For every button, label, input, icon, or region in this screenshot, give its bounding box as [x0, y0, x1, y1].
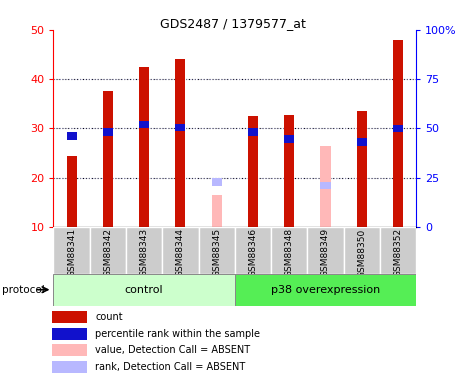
Bar — [52, 311, 87, 323]
Text: rank, Detection Call = ABSENT: rank, Detection Call = ABSENT — [95, 362, 245, 372]
Bar — [284, 115, 294, 227]
Bar — [126, 227, 162, 274]
Bar — [199, 227, 235, 274]
Bar — [307, 227, 344, 274]
Text: GDS2487 / 1379577_at: GDS2487 / 1379577_at — [159, 17, 306, 30]
Text: GSM88352: GSM88352 — [393, 228, 403, 278]
Text: percentile rank within the sample: percentile rank within the sample — [95, 328, 260, 339]
Bar — [393, 40, 403, 227]
Bar — [66, 132, 77, 140]
Text: GSM88345: GSM88345 — [212, 228, 221, 278]
Bar — [53, 227, 90, 274]
Bar — [357, 138, 367, 146]
Text: GSM88350: GSM88350 — [357, 228, 366, 278]
Text: GSM88348: GSM88348 — [285, 228, 294, 278]
Text: GSM88346: GSM88346 — [248, 228, 258, 278]
Bar — [53, 274, 235, 306]
Bar — [248, 128, 258, 136]
Bar — [393, 124, 403, 132]
Bar — [235, 274, 416, 306]
Bar — [344, 227, 380, 274]
Text: GSM88349: GSM88349 — [321, 228, 330, 278]
Bar — [52, 344, 87, 356]
Bar — [162, 227, 199, 274]
Text: control: control — [125, 285, 164, 295]
Text: GSM88341: GSM88341 — [67, 228, 76, 278]
Bar — [139, 67, 149, 227]
Bar — [139, 121, 149, 128]
Bar — [175, 123, 186, 131]
Bar — [380, 227, 416, 274]
Bar — [271, 227, 307, 274]
Text: GSM88344: GSM88344 — [176, 228, 185, 277]
Bar — [248, 116, 258, 227]
Bar — [52, 328, 87, 340]
Text: p38 overexpression: p38 overexpression — [271, 285, 380, 295]
Bar — [212, 195, 222, 227]
Bar — [103, 90, 113, 227]
Bar — [52, 361, 87, 373]
Bar — [320, 182, 331, 189]
Bar — [357, 111, 367, 227]
Bar — [175, 58, 186, 227]
Bar — [284, 135, 294, 143]
Bar — [212, 178, 222, 186]
Bar — [66, 156, 77, 227]
Bar — [235, 227, 271, 274]
Bar — [320, 146, 331, 227]
Text: value, Detection Call = ABSENT: value, Detection Call = ABSENT — [95, 345, 250, 355]
Text: GSM88343: GSM88343 — [140, 228, 149, 278]
Bar — [103, 128, 113, 136]
Bar — [90, 227, 126, 274]
Text: protocol: protocol — [2, 285, 45, 295]
Text: count: count — [95, 312, 123, 322]
Text: GSM88342: GSM88342 — [103, 228, 113, 277]
